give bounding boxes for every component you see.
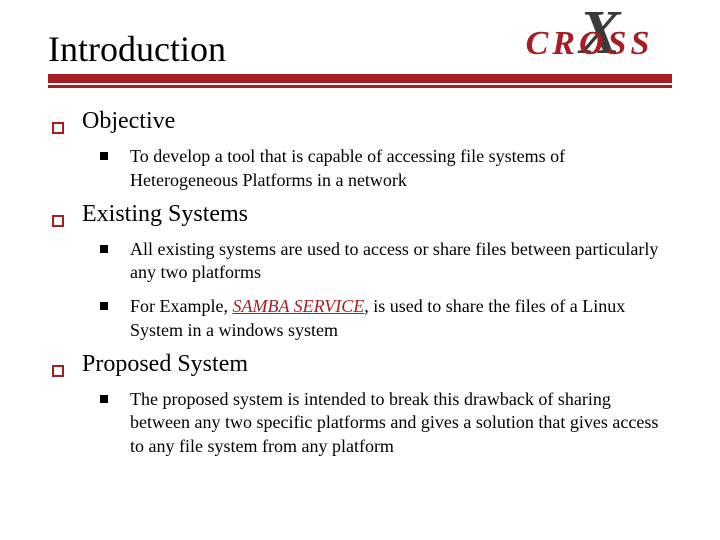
title-rule [48, 74, 672, 88]
square-outline-bullet-icon [52, 122, 64, 134]
square-bullet-icon [100, 395, 108, 403]
emphasis-text: SAMBA SERVICE [232, 296, 364, 316]
list-item-text: For Example, SAMBA SERVICE, is used to s… [130, 295, 672, 343]
section-heading-text: Objective [82, 108, 175, 135]
slide: Introduction X CROSS Objective To develo… [0, 0, 720, 540]
list-item: For Example, SAMBA SERVICE, is used to s… [100, 295, 672, 343]
square-outline-bullet-icon [52, 365, 64, 377]
page-title: Introduction [48, 30, 226, 70]
square-bullet-icon [100, 152, 108, 160]
square-bullet-icon [100, 302, 108, 310]
list-item-text: The proposed system is intended to break… [130, 388, 672, 459]
section-heading: Proposed System [48, 351, 672, 378]
section-heading: Objective [48, 108, 672, 135]
list-item-text: To develop a tool that is capable of acc… [130, 145, 672, 193]
cross-logo: X CROSS [507, 18, 672, 70]
list-item-text: All existing systems are used to access … [130, 238, 672, 286]
square-bullet-icon [100, 245, 108, 253]
square-outline-bullet-icon [52, 215, 64, 227]
list-item: To develop a tool that is capable of acc… [100, 145, 672, 193]
logo-text: CROSS [526, 25, 654, 63]
header: Introduction X CROSS [48, 18, 672, 70]
section-heading-text: Proposed System [82, 351, 248, 378]
list-item: The proposed system is intended to break… [100, 388, 672, 459]
list-item: All existing systems are used to access … [100, 238, 672, 286]
section-heading-text: Existing Systems [82, 201, 248, 228]
content: Objective To develop a tool that is capa… [48, 108, 672, 459]
section-heading: Existing Systems [48, 201, 672, 228]
